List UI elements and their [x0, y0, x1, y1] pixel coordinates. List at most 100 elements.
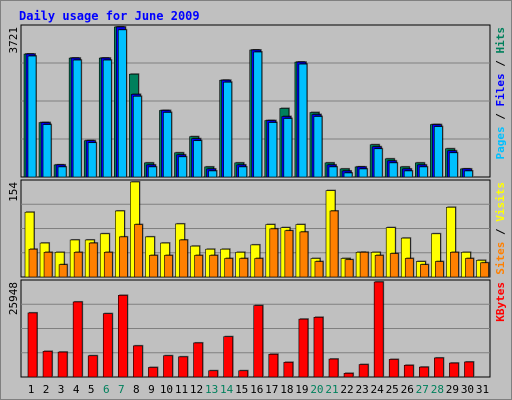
bar-sites-day-10 — [164, 255, 173, 278]
bar-kbytes-day-5 — [87, 355, 98, 378]
bar-pages-day-2 — [42, 124, 52, 178]
bar-pages-day-29 — [449, 152, 458, 178]
bar-pages-day-25 — [388, 162, 398, 178]
x-tick-label-day-20: 20 — [310, 383, 323, 396]
x-tick-label-day-27: 27 — [416, 383, 429, 396]
bar-kbytes-day-25 — [388, 359, 399, 378]
bar-sites-day-19 — [299, 231, 309, 278]
x-tick-label-day-28: 28 — [431, 383, 444, 396]
panel-hits-files-pages: 3721 Pages / Files / Hits — [7, 24, 507, 178]
bar-pages-day-8 — [133, 96, 142, 178]
bar-sites-day-14 — [224, 258, 233, 278]
bar-pages-day-28 — [434, 126, 443, 178]
bar-kbytes-day-28 — [434, 357, 444, 378]
bar-pages-day-14 — [223, 81, 232, 178]
bar-pages-day-9 — [148, 166, 157, 178]
bar-sites-day-17 — [269, 228, 279, 278]
bar-sites-day-3 — [58, 264, 68, 278]
x-tick-label-day-9: 9 — [148, 383, 155, 396]
bar-pages-day-10 — [163, 112, 172, 178]
panel-kbytes: 25948 KBytes — [7, 279, 507, 378]
x-tick-label-day-7: 7 — [118, 383, 125, 396]
bar-sites-day-25 — [389, 253, 399, 278]
x-tick-label-day-6: 6 — [103, 383, 110, 396]
legend-hits-files-pages: Pages / Files / Hits — [494, 27, 507, 160]
legend-visits-sites: Sites / Visits — [494, 182, 507, 275]
bar-pages-day-3 — [57, 166, 67, 178]
series-pages — [27, 28, 474, 178]
bar-kbytes-day-12 — [193, 342, 203, 378]
x-tick-label-day-22: 22 — [340, 383, 353, 396]
x-axis-labels: 1 2 3 4 5 6 7 8 9 10 11 12 13 14 15 16 17 18 19 20 21 22 23 24 2… — [28, 383, 489, 396]
bar-sites-day-22 — [344, 259, 354, 278]
bar-pages-day-4 — [72, 59, 82, 178]
legend-text: Sites / Visits — [494, 182, 507, 275]
bar-kbytes-day-6 — [102, 313, 113, 378]
bar-sites-day-8 — [134, 224, 143, 278]
x-tick-label-day-12: 12 — [190, 383, 203, 396]
bar-sites-day-30 — [465, 258, 474, 278]
series-kbytes — [27, 281, 475, 378]
x-tick-label-day-23: 23 — [355, 383, 368, 396]
bar-kbytes-day-26 — [403, 364, 414, 378]
bar-pages-day-19 — [298, 63, 308, 178]
x-tick-label-day-1: 1 — [28, 383, 35, 396]
bar-kbytes-day-17 — [268, 354, 279, 378]
bar-sites-day-6 — [103, 252, 113, 278]
bar-sites-day-2 — [43, 252, 53, 278]
bar-pages-day-12 — [193, 140, 202, 178]
legend-text: Pages / Files / Hits — [494, 27, 507, 160]
bar-sites-day-13 — [209, 255, 218, 278]
bar-pages-day-5 — [87, 142, 97, 178]
y-max-label: 25948 — [7, 282, 20, 315]
legend-item-pages: Pages — [494, 126, 507, 159]
bar-kbytes-day-30 — [464, 361, 474, 378]
bar-pages-day-17 — [268, 122, 278, 178]
x-tick-label-day-14: 14 — [220, 383, 234, 396]
x-tick-label-day-4: 4 — [73, 383, 80, 396]
y-max-label: 3721 — [7, 27, 20, 54]
bar-pages-day-27 — [418, 166, 428, 178]
bar-kbytes-day-14 — [223, 336, 233, 378]
bar-sites-day-18 — [284, 230, 294, 278]
legend-item-visits: Visits — [494, 182, 507, 222]
bar-pages-day-21 — [328, 166, 338, 178]
bar-sites-day-23 — [359, 252, 369, 278]
bar-sites-day-16 — [254, 258, 264, 278]
bar-kbytes-day-9 — [148, 367, 158, 378]
x-tick-label-day-10: 10 — [160, 383, 173, 396]
bar-sites-day-28 — [435, 261, 444, 278]
series-sites — [28, 209, 490, 278]
bar-kbytes-day-8 — [133, 345, 143, 378]
legend-text: KBytes — [494, 282, 507, 322]
bar-kbytes-day-21 — [328, 358, 339, 378]
panel-visits-sites: 154 Sites / Visits — [7, 179, 507, 278]
bar-kbytes-day-24 — [373, 281, 384, 378]
bar-pages-day-24 — [373, 148, 383, 178]
legend-separator: / — [494, 54, 507, 74]
x-tick-label-day-21: 21 — [325, 383, 338, 396]
bar-sites-day-27 — [419, 264, 429, 278]
bar-kbytes-day-3 — [57, 351, 68, 378]
bar-kbytes-day-1 — [27, 312, 38, 378]
x-tick-label-day-19: 19 — [295, 383, 308, 396]
x-tick-label-day-8: 8 — [133, 383, 140, 396]
bar-kbytes-day-19 — [298, 318, 309, 378]
x-tick-label-day-16: 16 — [250, 383, 263, 396]
bar-kbytes-day-15 — [238, 370, 248, 378]
bar-sites-day-21 — [329, 210, 339, 278]
bar-sites-day-11 — [179, 239, 188, 278]
bar-sites-day-12 — [194, 255, 203, 278]
x-tick-label-day-11: 11 — [175, 383, 188, 396]
x-tick-label-day-31: 31 — [476, 383, 489, 396]
legend-separator: / — [494, 222, 507, 242]
bar-kbytes-day-7 — [118, 295, 128, 378]
bar-sites-day-1 — [28, 248, 38, 278]
bar-sites-day-15 — [239, 258, 248, 278]
bar-pages-day-20 — [313, 116, 323, 178]
bar-kbytes-day-23 — [358, 364, 369, 378]
bar-kbytes-day-29 — [449, 362, 459, 378]
bar-kbytes-day-22 — [343, 373, 354, 378]
x-tick-label-day-3: 3 — [58, 383, 65, 396]
